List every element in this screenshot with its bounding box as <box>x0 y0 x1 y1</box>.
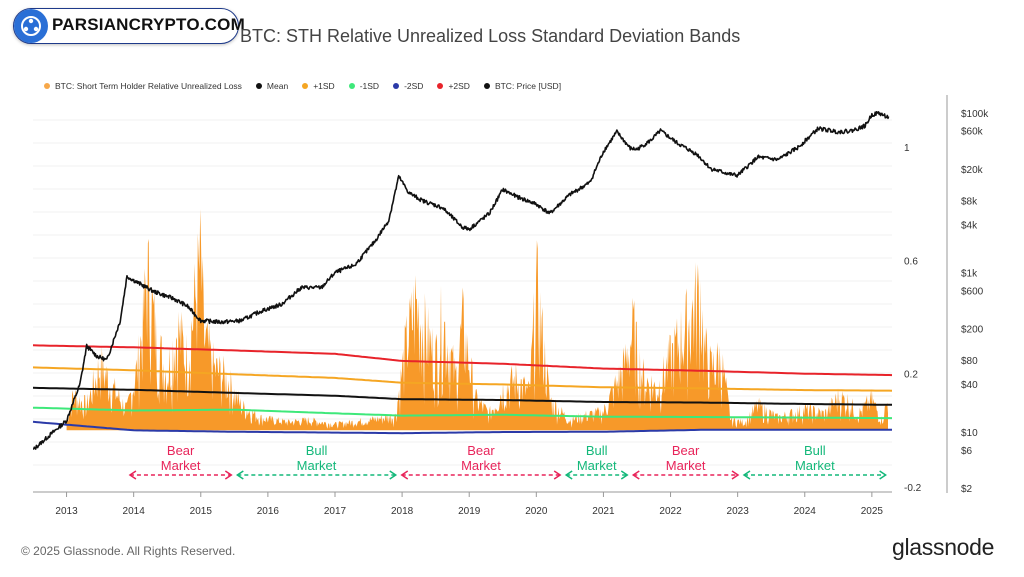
phase-label-line2: Market <box>666 458 706 473</box>
legend-label: Mean <box>266 81 289 91</box>
logo-icon <box>14 9 48 43</box>
legend-label: +2SD <box>448 81 470 91</box>
phase-label-line1: Bull <box>586 443 608 458</box>
legend-label: BTC: Price [USD] <box>494 81 562 91</box>
legend-dot-icon <box>302 83 309 89</box>
y-right-tick-label: $100k <box>961 109 989 120</box>
phase-label-line1: Bull <box>306 443 328 458</box>
y-left-tick-label: 0.6 <box>904 256 918 267</box>
y-right-tick-label: $8k <box>961 197 978 208</box>
phase-label-line2: Market <box>297 458 337 473</box>
watermark-text: PARSIANCRYPTO.COM <box>52 15 245 34</box>
phase-label-line1: Bull <box>804 443 826 458</box>
phase-arrow-left-icon <box>400 470 409 480</box>
glassnode-logo: glassnode <box>892 534 995 560</box>
y-right-tick-label: $4k <box>961 221 978 232</box>
price-line <box>32 111 890 450</box>
y-right-tick-label: $1k <box>961 269 978 280</box>
x-tick-label: 2014 <box>123 506 146 517</box>
x-tick-label: 2025 <box>861 506 884 517</box>
legend-dot-icon <box>393 83 400 89</box>
phase-arrow-right-icon <box>731 470 740 480</box>
legend-label: -1SD <box>359 81 380 91</box>
legend-item-5: +2SD <box>437 79 470 93</box>
x-tick-label: 2016 <box>257 506 280 517</box>
phase-arrow-right-icon <box>879 470 887 480</box>
watermark-logo: PARSIANCRYPTO.COM <box>13 8 245 44</box>
minus1sd-line <box>32 406 892 420</box>
y-right-tick-label: $60k <box>961 127 984 138</box>
legend-label: -2SD <box>404 81 424 91</box>
copyright-footer: © 2025 Glassnode. All Rights Reserved. <box>21 544 236 558</box>
y-right-tick-label: $200 <box>961 324 984 335</box>
loss-series-area <box>66 209 889 431</box>
legend-item-0: BTC: Short Term Holder Relative Unrealiz… <box>44 79 242 93</box>
mean-line <box>32 386 892 406</box>
plus2sd-line <box>32 344 893 377</box>
y-right-tick-label: $20k <box>961 165 984 176</box>
legend-item-1: Mean <box>255 79 289 93</box>
y-left-tick-label: 1 <box>904 143 910 154</box>
y-right-tick-label: $40 <box>961 380 978 391</box>
y-right-tick-label: $6 <box>961 446 973 457</box>
phase-label-line2: Market <box>161 458 201 473</box>
x-tick-label: 2020 <box>525 506 548 517</box>
y-right-tick-label: $2 <box>961 484 973 495</box>
phase-arrow-left-icon <box>235 470 244 480</box>
phase-arrow-left-icon <box>631 470 640 480</box>
phase-label-line1: Bear <box>672 443 700 458</box>
phase-label-line2: Market <box>795 458 835 473</box>
x-tick-label: 2015 <box>190 506 213 517</box>
minus2sd-line <box>32 420 892 435</box>
legend-label: +1SD <box>313 81 335 91</box>
phase-arrow-right-icon <box>389 470 398 480</box>
legend-dot-icon <box>437 83 444 89</box>
phase-arrow-right-icon <box>620 470 629 480</box>
legend-item-4: -2SD <box>393 79 423 93</box>
phase-label-line2: Market <box>461 458 501 473</box>
x-tick-label: 2013 <box>55 506 78 517</box>
legend-item-6: BTC: Price [USD] <box>483 79 562 93</box>
legend-dot-icon <box>255 83 262 89</box>
phase-label-line1: Bear <box>467 443 495 458</box>
y-left-tick-label: -0.2 <box>904 483 922 494</box>
phase-arrow-right-icon <box>224 470 233 480</box>
y-right-tick-label: $80 <box>961 356 978 367</box>
legend-item-2: +1SD <box>302 79 335 93</box>
x-tick-label: 2022 <box>659 506 682 517</box>
y-right-tick-label: $600 <box>961 286 984 297</box>
phase-arrow-right-icon <box>553 470 562 480</box>
x-tick-label: 2019 <box>458 506 481 517</box>
legend-dot-icon <box>44 83 50 89</box>
x-tick-label: 2021 <box>592 506 615 517</box>
legend-dot-icon <box>348 83 355 89</box>
chart-legend: BTC: Short Term Holder Relative Unrealiz… <box>44 79 561 93</box>
phase-arrow-left-icon <box>128 470 137 480</box>
phase-arrow-left-icon <box>564 470 573 480</box>
legend-label: BTC: Short Term Holder Relative Unrealiz… <box>55 81 242 91</box>
legend-item-3: -1SD <box>348 79 380 93</box>
phase-arrow-left-icon <box>742 470 751 480</box>
y-right-tick-label: $10 <box>961 428 978 439</box>
x-tick-label: 2017 <box>324 506 347 517</box>
legend-dot-icon <box>483 83 490 89</box>
y-left-tick-label: 0.2 <box>904 370 918 381</box>
x-tick-label: 2018 <box>391 506 414 517</box>
plus1sd-line <box>32 366 893 392</box>
phase-label-line1: Bear <box>167 443 195 458</box>
x-tick-label: 2024 <box>794 506 817 517</box>
chart-title: BTC: STH Relative Unrealized Loss Standa… <box>240 26 741 46</box>
phase-label-line2: Market <box>577 458 617 473</box>
x-tick-label: 2023 <box>727 506 750 517</box>
